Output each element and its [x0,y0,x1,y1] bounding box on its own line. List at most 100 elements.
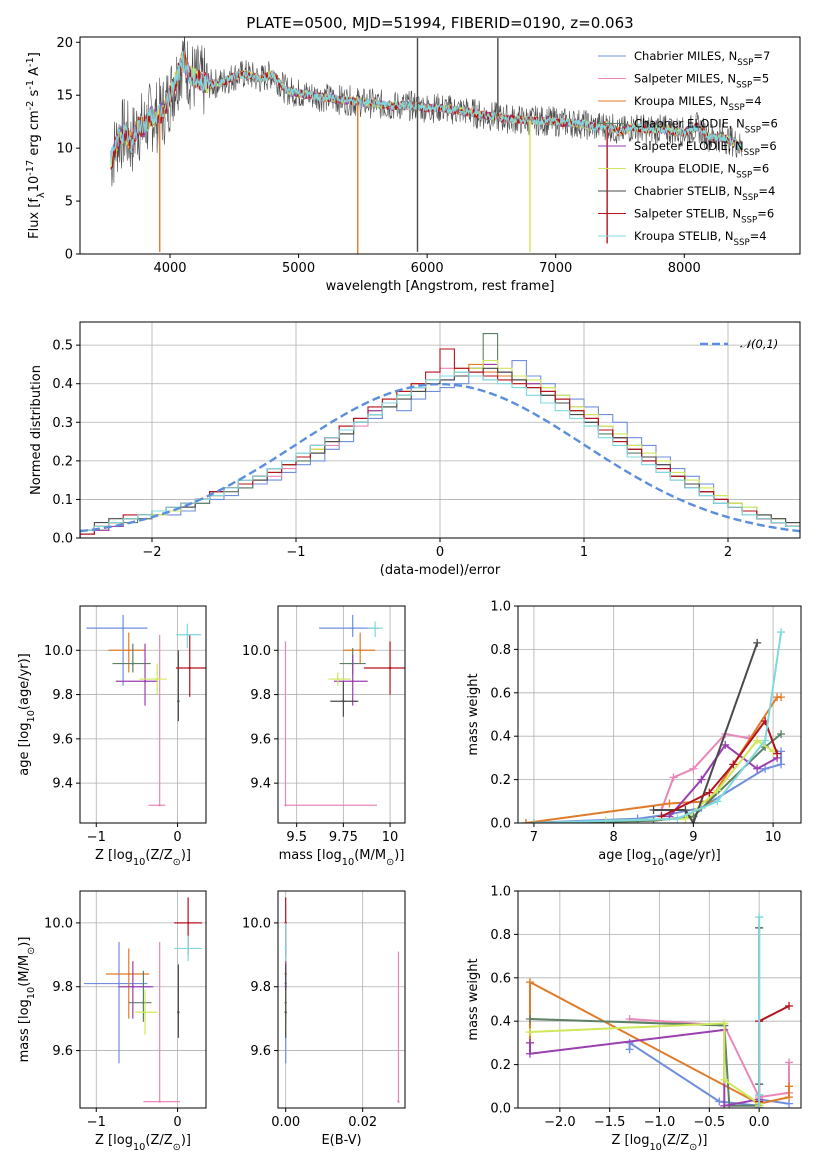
age-vs-metallicity-xtick-label: −1 [87,830,106,845]
mass-weight-vs-age-marker [753,764,762,773]
mass-weight-vs-age-marker [649,816,658,823]
age-vs-mass-xlabel: mass [log10(M/M⊙)] [279,848,405,868]
residual-histogram-ytick-label: 0.2 [52,454,73,469]
mass-vs-metallicity-ylabel: mass [log10(M/M⊙)] [17,937,37,1063]
age-vs-mass-frame [277,605,406,824]
spectrum-xtick-label: 5000 [282,261,315,276]
mass-weight-vs-age-marker [521,819,530,823]
age-vs-mass-ytick-label: 9.6 [250,732,271,747]
mass-weight-vs-age-gridlines [518,605,801,824]
mass-weight-vs-metallicity-marker [720,1019,729,1028]
mass-weight-vs-metallicity-marker [720,1101,729,1108]
gaussian-legend-label: 𝒩(0,1) [740,337,778,351]
age-vs-metallicity-panel: −1 0 9.4 9.6 9.8 10.0 Z [log10(Z/Z⊙)] age [log1… [17,605,207,868]
mass-vs-extinction-marks [284,897,400,1103]
mass-vs-extinction-ytick-label: 9.8 [250,980,271,995]
age-vs-mass-point-1 [284,804,287,807]
mass-weight-vs-metallicity-ytick-label: 0.4 [490,1015,511,1030]
mass-weight-vs-age-ytick-label: 0.6 [490,686,511,701]
age-vs-mass-point-8 [373,626,377,630]
residual-histogram-ytick-label: 0.4 [52,377,73,392]
mass-weight-vs-age-frame [517,605,802,824]
mass-weight-vs-age-marker [669,773,678,782]
mass-vs-metallicity-ytick-label: 10.0 [44,916,73,931]
mass-vs-metallicity-point-1 [158,1100,161,1103]
mass-weight-vs-age-ytick-label: 0.0 [490,817,511,832]
mass-vs-extinction-xlabel: E(B-V) [321,1133,361,1148]
age-vs-mass-panel: 9.5 9.75 10 9.4 9.6 9.8 10.0 mass [log10(M/M⊙)] [242,605,406,868]
mass-vs-metallicity-xtick-label: 0 [173,1115,181,1130]
age-vs-mass-point-6 [342,700,345,703]
mass-weight-vs-age-line-1 [660,732,750,811]
age-vs-metallicity-gridlines [80,606,206,823]
mass-weight-vs-metallicity-ytick-label: 0.2 [490,1058,511,1073]
spectrum-ytick-label: 15 [56,89,73,104]
figure-title: PLATE=0500, MJD=51994, FIBERID=0190, z=0… [246,14,633,32]
mass-vs-metallicity-point-5 [143,1011,147,1014]
age-vs-metallicity-point-4 [143,680,147,683]
mass-weight-vs-age-marker [689,819,698,823]
spectrum-ytick-label: 0 [65,248,73,263]
mass-weight-vs-age-marker [721,740,730,749]
mass-weight-vs-metallicity-ytick-label: 1.0 [490,885,511,900]
age-vs-metallicity-xtick-label: 0 [173,830,181,845]
mass-weight-vs-metallicity-marker [785,1082,794,1091]
age-vs-mass-point-0 [351,626,354,630]
age-vs-metallicity-xlabel: Z [log10(Z/Z⊙)] [95,848,191,868]
age-vs-metallicity-point-1 [158,804,161,807]
mass-weight-vs-metallicity-xlabel: Z [log10(Z/Z⊙)] [612,1133,708,1153]
age-vs-mass-point-7 [388,666,392,670]
mass-vs-extinction-ytick-label: 10.0 [242,916,271,931]
mass-weight-vs-metallicity-xtick-label: −0.5 [694,1115,726,1130]
residual-histogram-marks [80,333,800,538]
mass-weight-vs-age-xlabel: age [log10(age/yr)] [598,848,721,868]
residual-histogram-xtick-label: 1 [580,545,588,560]
spectrum-xtick-label: 7000 [539,261,572,276]
residual-histogram-xtick-label: −2 [142,545,161,560]
mass-weight-vs-metallicity-marker [785,1002,794,1011]
age-vs-metallicity-point-2 [127,649,130,652]
mass-weight-vs-metallicity-marker [785,1093,794,1102]
mass-vs-metallicity-point-7 [186,921,190,925]
mass-weight-vs-metallicity-marker [525,1049,534,1058]
age-vs-metallicity-point-7 [188,666,191,670]
mass-vs-metallicity-point-4 [131,985,135,988]
mass-vs-metallicity-panel: −1 0 9.6 9.8 10.0 Z [log10(Z/Z⊙)] mass [log10(… [17,890,207,1153]
mass-weight-vs-age-xtick-label: 9 [689,830,697,845]
residual-histogram-xlabel: (data-model)/error [380,563,501,578]
mass-vs-metallicity-frame [79,890,207,1109]
mass-weight-vs-metallicity-marker [755,913,764,922]
legend-label: Salpeter STELIB, NSSP=6 [634,207,774,226]
mass-vs-metallicity-point-6 [177,1011,180,1014]
spectrum-ytick-label: 10 [56,142,73,157]
residual-histogram-panel: −2 −1 0 1 2 0.0 0.1 0.2 0.3 0.4 0.5 (data-model)/er… [29,321,801,578]
mass-weight-vs-age-marker [705,788,714,797]
age-vs-metallicity-ytick-label: 9.8 [52,688,73,703]
age-vs-mass-gridlines [278,606,405,823]
mass-weight-vs-metallicity-ylabel: mass weight [466,958,481,1040]
legend-label: Kroupa MILES, NSSP=4 [634,94,762,113]
mass-vs-extinction-point-8 [284,947,287,950]
spectrum-marks [110,37,743,254]
age-vs-metallicity-frame [79,605,207,824]
age-vs-mass-xtick-label: 9.75 [329,830,358,845]
mass-weight-vs-age-marks [521,628,786,823]
mass-weight-vs-age-marker [777,760,786,769]
mass-weight-vs-age-panel: 7 8 9 10 0.0 0.2 0.4 0.6 0.8 1.0 age [log10(age/yr… [466,600,802,868]
spectrum-line-8 [110,51,743,165]
residual-histogram-ytick-label: 0.1 [52,493,73,508]
mass-weight-vs-metallicity-marker [525,1015,534,1024]
spectrum-frame [79,36,801,255]
mass-vs-extinction-point-1 [397,1100,400,1103]
age-vs-metallicity-ytick-label: 9.6 [52,732,73,747]
mass-weight-vs-age-marker [673,814,682,823]
spectrum-ytick-label: 5 [65,195,73,210]
mass-vs-extinction-gridlines [278,891,405,1108]
spectrum-legend: Chabrier MILES, NSSP=7 Salpeter MILES, NS… [598,49,778,248]
mass-weight-vs-age-marker [777,628,786,637]
age-vs-mass-point-2 [358,649,362,652]
age-vs-metallicity-ytick-label: 9.4 [52,777,73,792]
residual-histogram-xtick-label: 2 [724,545,732,560]
mass-weight-vs-metallicity-ytick-label: 0.6 [490,971,511,986]
